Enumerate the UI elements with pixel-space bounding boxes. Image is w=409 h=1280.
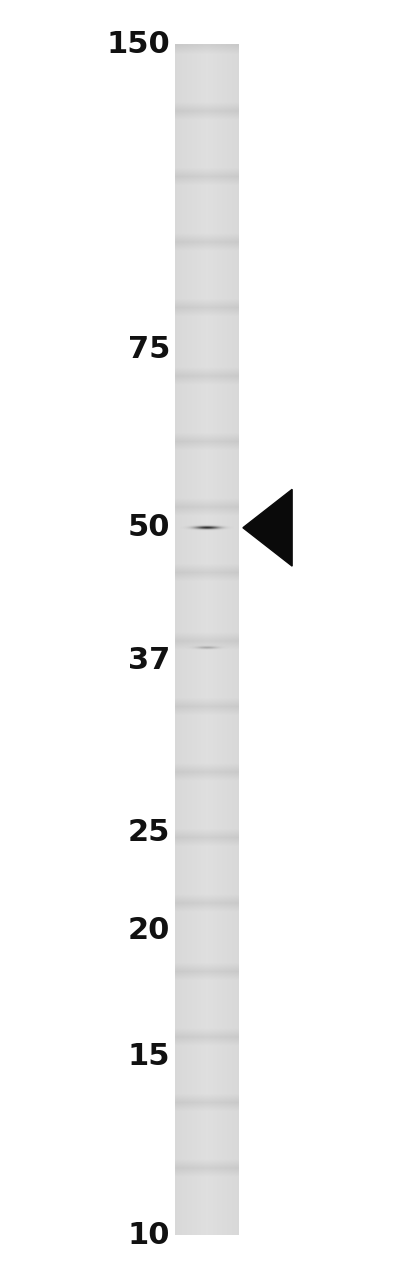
Text: 50: 50 (127, 513, 170, 543)
Polygon shape (242, 489, 291, 566)
Text: 15: 15 (127, 1042, 170, 1071)
Text: 10: 10 (127, 1221, 170, 1249)
Text: 37: 37 (128, 645, 170, 675)
Text: 75: 75 (128, 335, 170, 364)
Text: 25: 25 (128, 818, 170, 847)
Text: 150: 150 (106, 31, 170, 59)
Text: 20: 20 (128, 916, 170, 945)
